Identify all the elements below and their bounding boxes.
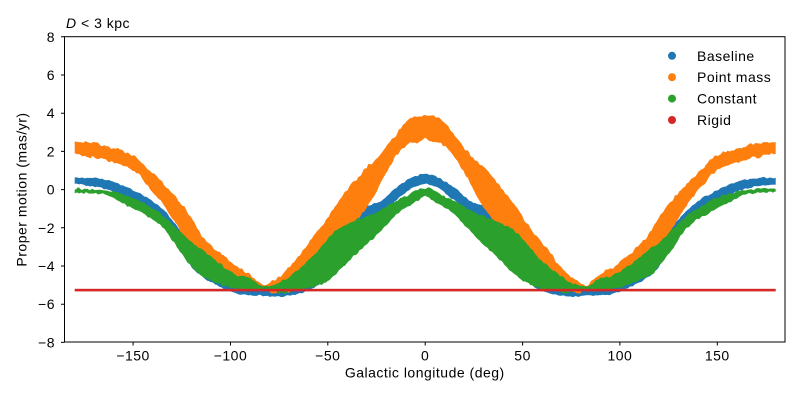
svg-text:Rigid: Rigid: [697, 112, 731, 128]
svg-text:150: 150: [705, 348, 730, 364]
svg-text:4: 4: [47, 105, 55, 121]
svg-text:100: 100: [607, 348, 632, 364]
svg-text:Constant: Constant: [697, 91, 757, 107]
svg-text:−100: −100: [214, 348, 248, 364]
svg-text:2: 2: [47, 143, 55, 159]
svg-text:8: 8: [47, 29, 55, 45]
svg-text:−6: −6: [38, 296, 55, 312]
svg-text:0: 0: [421, 348, 429, 364]
svg-text:−150: −150: [116, 348, 150, 364]
svg-text:Galactic longitude (deg): Galactic longitude (deg): [345, 365, 505, 381]
svg-text:−2: −2: [38, 220, 55, 236]
svg-text:50: 50: [514, 348, 531, 364]
svg-text:−8: −8: [38, 334, 55, 350]
svg-text:Point mass: Point mass: [697, 69, 771, 85]
svg-text:−4: −4: [38, 258, 55, 274]
svg-text:D < 3 kpc: D < 3 kpc: [66, 15, 130, 31]
svg-text:0: 0: [47, 182, 55, 198]
svg-text:Proper motion (mas/yr): Proper motion (mas/yr): [14, 112, 30, 266]
svg-text:−50: −50: [315, 348, 340, 364]
svg-text:6: 6: [47, 67, 55, 83]
svg-text:Baseline: Baseline: [697, 48, 755, 64]
